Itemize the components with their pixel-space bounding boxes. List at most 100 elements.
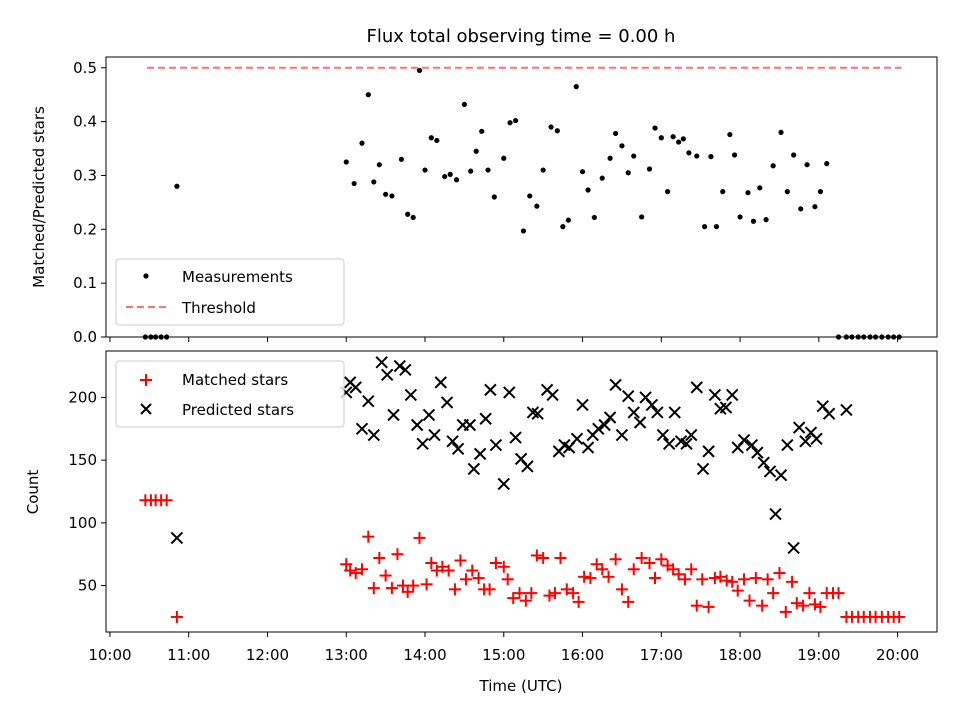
ratio-x-ticks — [109, 337, 899, 342]
matched-star-point — [385, 582, 398, 595]
count-x-tick-label: 17:00 — [640, 646, 683, 664]
predicted-star-point — [467, 462, 481, 476]
predicted-star-point — [509, 431, 522, 444]
measurement-point — [708, 154, 714, 160]
predicted-star-point — [685, 428, 698, 442]
predicted-star-point — [725, 388, 739, 402]
matched-star-point — [756, 599, 769, 612]
measurement-point — [676, 139, 682, 145]
matched-star-point — [602, 570, 615, 583]
measurement-point — [461, 101, 467, 107]
matched-star-point — [808, 598, 821, 611]
predicted-star-point — [774, 468, 788, 482]
matched-star-point — [349, 567, 362, 580]
matched-star-point — [442, 564, 455, 577]
matched-star-point — [407, 579, 420, 592]
count-x-tick-label: 15:00 — [482, 646, 525, 664]
matched-star-point — [466, 564, 479, 577]
measurement-point — [619, 143, 625, 149]
predicted-star-point — [489, 438, 503, 452]
predicted-star-point — [581, 441, 595, 454]
measurement-point — [507, 120, 513, 126]
measurement-point — [447, 171, 453, 177]
predicted-star-point — [440, 396, 454, 409]
matched-star-point — [340, 558, 353, 571]
predicted-star-point — [503, 386, 516, 399]
measurement-point — [607, 155, 613, 161]
measurement-point — [359, 140, 365, 146]
measurement-point — [416, 67, 423, 74]
matched-star-point — [537, 551, 550, 564]
measurement-point — [343, 159, 349, 165]
measurement-point — [639, 214, 645, 220]
matched-star-point — [714, 570, 727, 583]
predicted-star-point — [404, 388, 418, 402]
matched-star-point — [627, 563, 640, 576]
matched-star-point — [814, 600, 827, 613]
matched-star-point — [344, 564, 357, 577]
measurement-point — [351, 180, 357, 187]
predicted-star-point — [708, 388, 722, 402]
predicted-star-point — [416, 437, 429, 451]
measurement-point — [442, 173, 448, 180]
predicted-star-point — [399, 363, 412, 377]
matched-star-point — [749, 572, 762, 585]
predicted-star-point — [497, 477, 510, 491]
matched-star-point — [779, 605, 792, 618]
predicted-star-point — [690, 381, 703, 394]
predicted-star-point — [737, 433, 751, 447]
measurement-point — [658, 135, 664, 141]
measurement-point — [652, 125, 658, 131]
matched-star-point — [530, 549, 543, 562]
count-y-tick-label: 200 — [68, 388, 97, 406]
count-legend-box — [115, 360, 345, 428]
predicted-star-point — [422, 408, 436, 422]
measurement-point — [398, 156, 404, 162]
count-y-tick-label: 150 — [68, 451, 97, 469]
count-x-tick-label: 14:00 — [403, 646, 446, 664]
predicted-star-point — [751, 446, 764, 459]
predicted-star-point — [362, 394, 375, 408]
count-x-tick-label: 11:00 — [167, 646, 210, 664]
measurement-point — [434, 137, 440, 144]
predicted-star-point — [446, 435, 459, 448]
matched-star-point — [609, 553, 622, 566]
matched-star-point — [436, 560, 449, 573]
measurement-point — [591, 214, 597, 221]
predicted-star-point — [810, 432, 823, 446]
predicted-star-point — [763, 465, 777, 478]
measurement-point — [560, 224, 566, 230]
measurement-point — [778, 129, 784, 135]
ratio-y-tick-label: 0.1 — [73, 274, 97, 292]
measurement-point — [817, 189, 824, 195]
matched-star-point — [743, 594, 756, 607]
measurement-point — [365, 92, 371, 98]
legend-threshold-label: Threshold — [181, 299, 256, 317]
measurement-point — [376, 162, 382, 168]
ratio-y-tick-label: 0.0 — [73, 328, 97, 346]
matched-star-point — [672, 568, 685, 581]
predicted-star-point — [393, 359, 407, 373]
matched-star-point — [731, 584, 744, 597]
count-y-tick-label: 100 — [68, 514, 97, 532]
measurement-point — [784, 189, 790, 195]
predicted-star-point — [787, 541, 800, 555]
matched-star-point — [425, 557, 438, 570]
matched-star-point — [655, 553, 668, 566]
count-x-tick-label: 18:00 — [718, 646, 761, 664]
matched-star-point — [635, 551, 648, 564]
measurement-point — [453, 177, 460, 183]
matched-star-point — [401, 585, 414, 598]
measurement-point — [804, 162, 810, 168]
predicted-star-point — [615, 428, 629, 442]
matched-star-point — [367, 582, 380, 595]
count-x-tick-label: 13:00 — [325, 646, 368, 664]
ratio-panel: 0.0 0.1 0.2 0.3 0.4 0.5 Matched/Predicted sta… — [30, 56, 938, 346]
predicted-star-point — [367, 428, 381, 442]
measurement-point — [585, 187, 591, 193]
predicted-star-point — [633, 416, 647, 429]
matched-star-point — [420, 578, 433, 591]
chart-title: Flux total observing time = 0.00 h — [367, 26, 676, 47]
measurement-point — [410, 214, 416, 221]
